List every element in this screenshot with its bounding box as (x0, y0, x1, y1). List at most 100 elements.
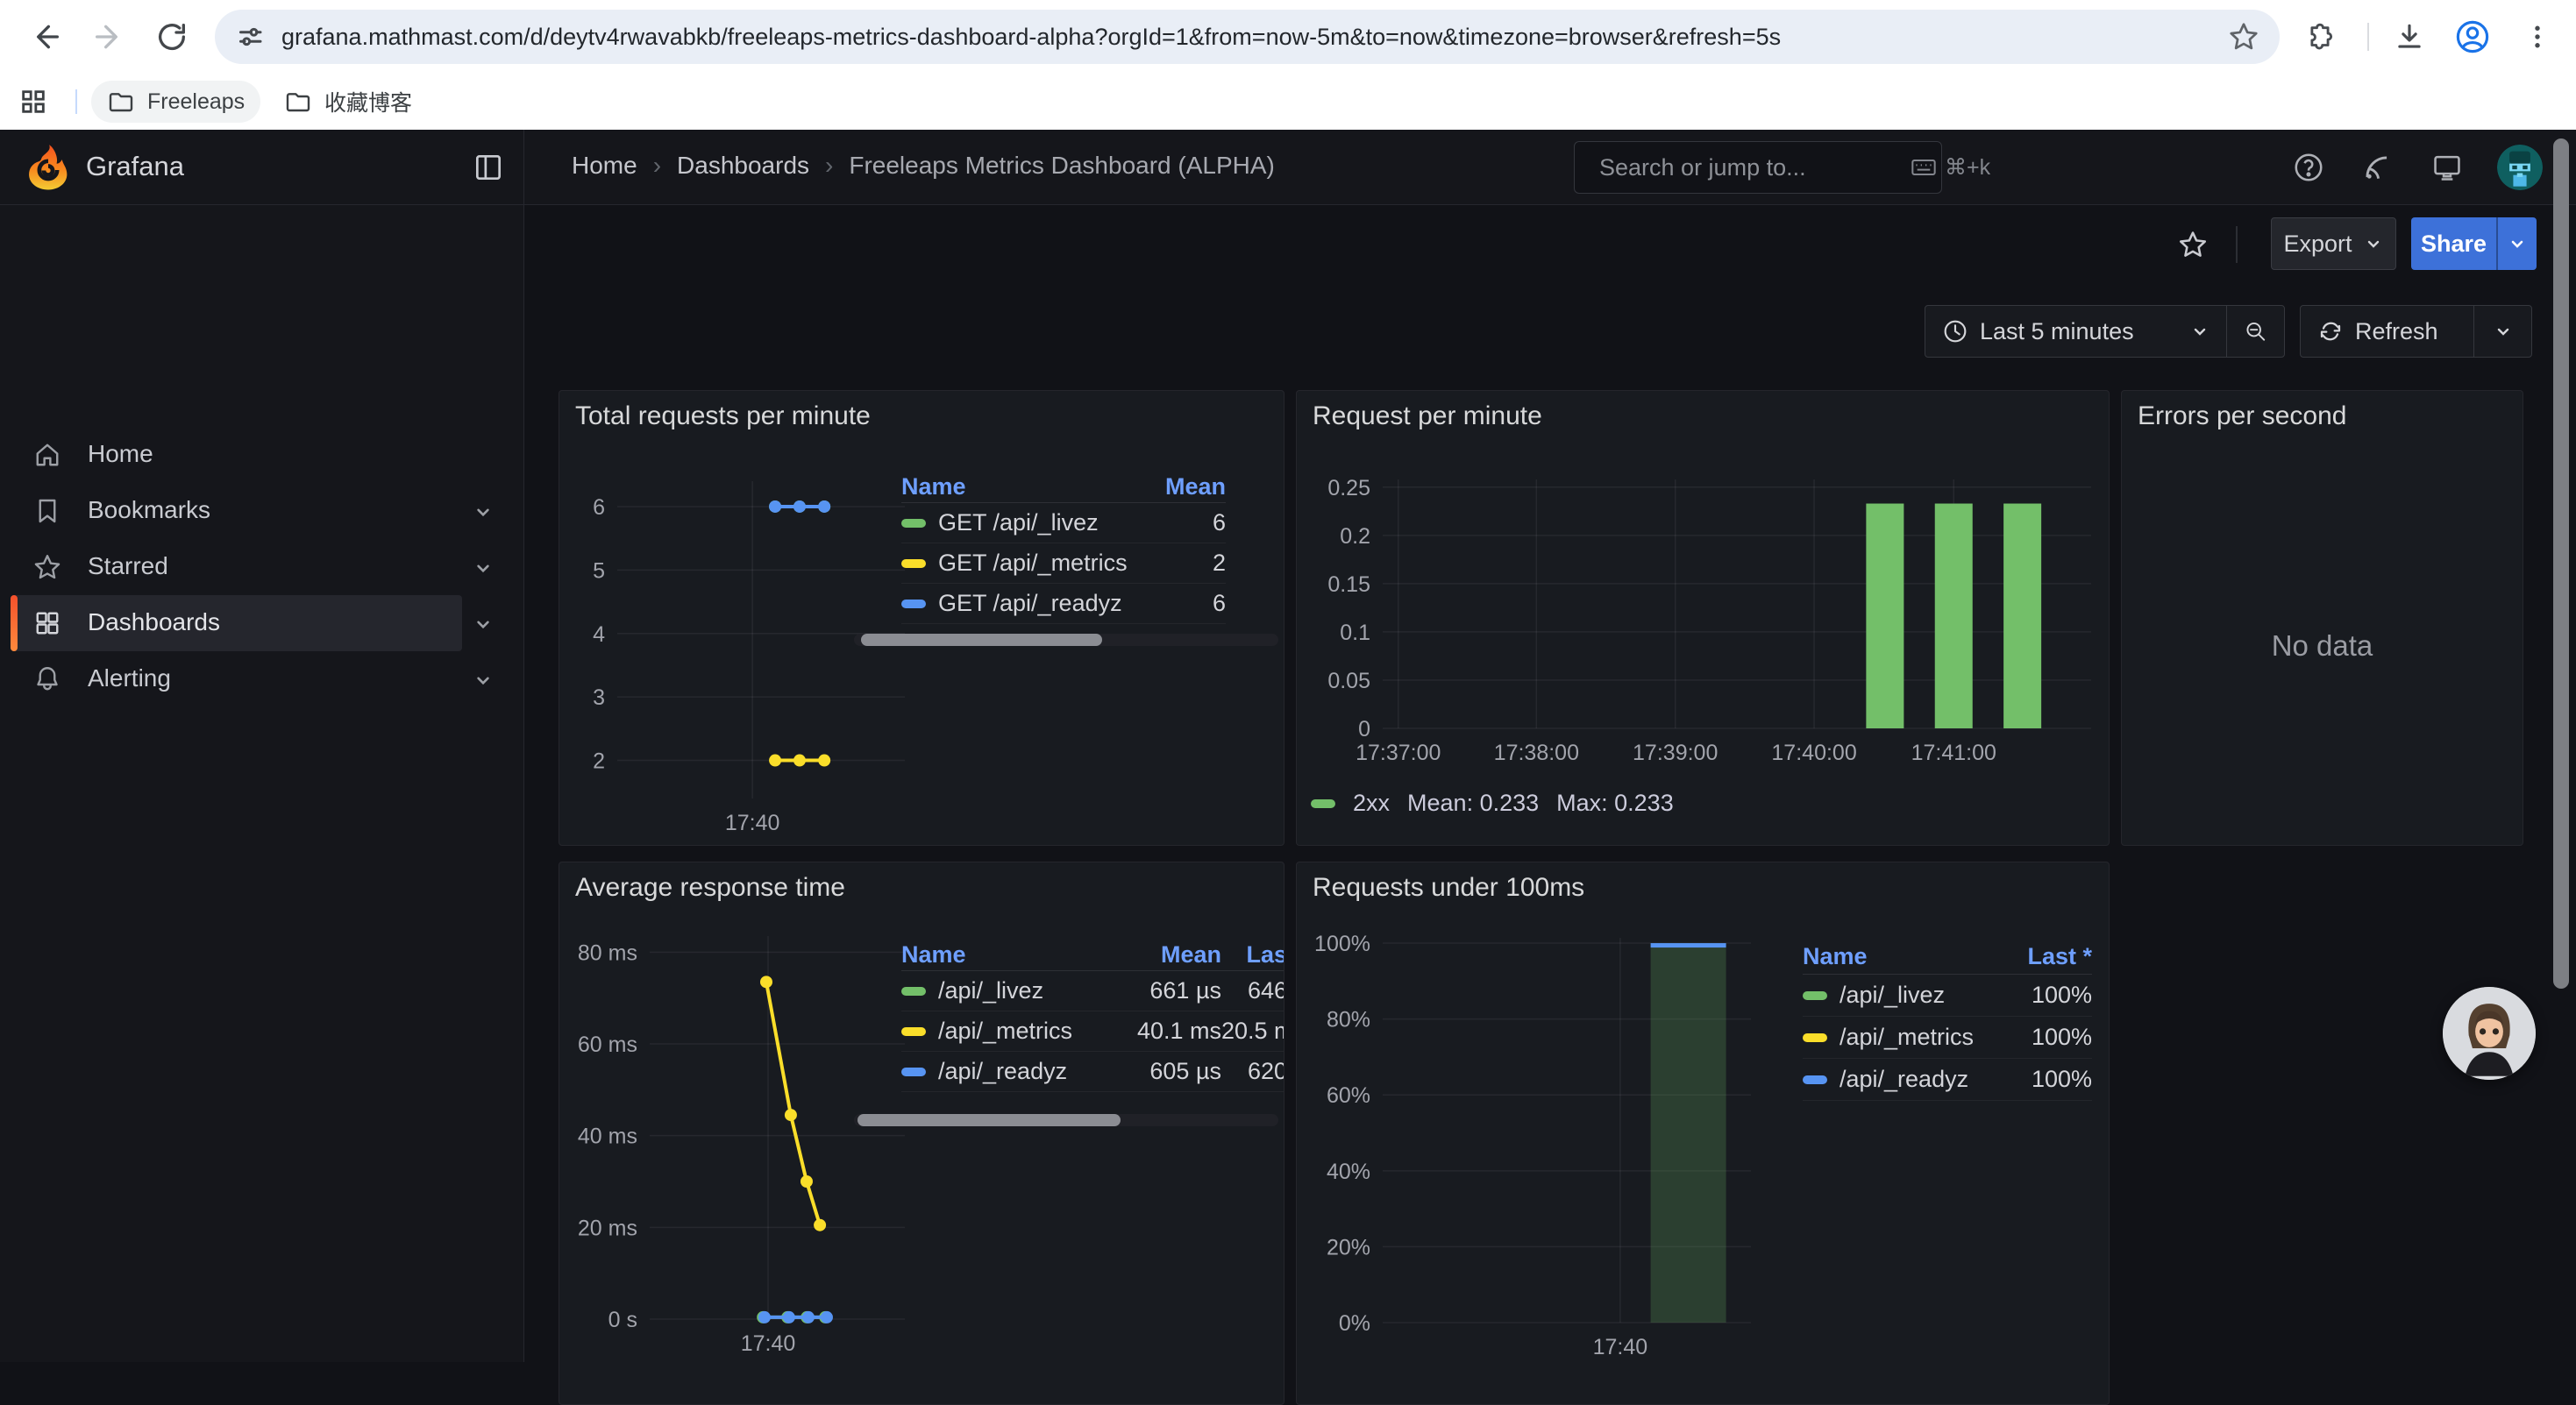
average-response-time-chart[interactable]: 80 ms60 ms40 ms20 ms0 s17:40 (568, 933, 919, 1371)
avatar-pixel-icon (2497, 145, 2543, 190)
browser-back-button[interactable] (23, 14, 68, 60)
legend-row[interactable]: /api/_metrics 100% (1803, 1017, 2092, 1059)
svg-text:80 ms: 80 ms (578, 940, 637, 965)
chevron-right-icon: › (825, 152, 833, 180)
legend-col-mean[interactable]: Mean (1156, 473, 1226, 500)
legend-row[interactable]: /api/_readyz 100% (1803, 1059, 2092, 1101)
requests-under-100ms-chart[interactable]: 100%80%60%40%20%0%17:40 (1306, 933, 1779, 1371)
toolbar-divider (2236, 226, 2238, 263)
sidebar: Home Bookmarks Starred Dashboards Alerti… (0, 205, 524, 1362)
search-box[interactable]: ⌘+k (1574, 141, 1942, 194)
sidebar-item-alerting[interactable]: Alerting (0, 651, 524, 707)
breadcrumb-dashboards[interactable]: Dashboards (677, 152, 809, 180)
scrollbar-thumb[interactable] (857, 1114, 1121, 1126)
bookmark-folder-blogs[interactable]: 收藏博客 (268, 81, 428, 123)
legend-row[interactable]: /api/_livez 661 µs 646 (901, 971, 1284, 1011)
legend-table: Name Mean Las /api/_livez 661 µs 646 /ap… (901, 940, 1284, 1092)
series-color-chip (901, 987, 926, 996)
bookmark-folder-freeleaps[interactable]: Freeleaps (91, 81, 260, 123)
chevron-down-icon[interactable] (472, 557, 495, 579)
series-name: 2xx (1353, 790, 1390, 817)
bookmark-star-icon[interactable] (2227, 20, 2260, 53)
apps-grid-button[interactable] (12, 81, 54, 123)
dashboard-content: Export Share Last 5 minutes Refresh Tota… (524, 205, 2576, 1362)
total-requests-chart[interactable]: 6543217:40 (568, 457, 910, 842)
legend-row[interactable]: GET /api/_livez 6 (901, 503, 1226, 543)
refresh-button[interactable]: Refresh (2301, 306, 2473, 357)
chevron-down-icon[interactable] (472, 669, 495, 692)
page-scrollbar[interactable] (2553, 138, 2569, 989)
browser-forward-button[interactable] (86, 14, 132, 60)
browser-profile-button[interactable] (2450, 14, 2495, 60)
sidebar-item-dashboards[interactable]: Dashboards (0, 595, 524, 651)
panel-title[interactable]: Total requests per minute (575, 401, 871, 431)
sidebar-item-bookmarks[interactable]: Bookmarks (0, 483, 524, 539)
panel-title[interactable]: Requests under 100ms (1313, 873, 1584, 903)
chevron-down-icon[interactable] (472, 500, 495, 523)
zoom-out-icon (2243, 316, 2268, 346)
svg-text:100%: 100% (1314, 933, 1370, 956)
downloads-button[interactable] (2387, 14, 2432, 60)
legend-row[interactable]: /api/_metrics 40.1 ms 20.5 m (901, 1011, 1284, 1052)
legend-col-mean[interactable]: Mean (1116, 941, 1221, 969)
url-bar[interactable]: grafana.mathmast.com/d/deytv4rwavabkb/fr… (215, 10, 2280, 64)
svg-text:0.25: 0.25 (1327, 476, 1370, 500)
bell-icon (32, 663, 63, 695)
export-button[interactable]: Export (2271, 217, 2396, 270)
panel-errors-per-second: Errors per second No data (2121, 390, 2523, 846)
dock-sidebar-icon[interactable] (472, 151, 505, 184)
help-button[interactable] (2292, 151, 2325, 184)
breadcrumb-home[interactable]: Home (572, 152, 637, 180)
favorite-star-button[interactable] (2176, 228, 2210, 261)
legend-col-name[interactable]: Name (1803, 943, 2013, 970)
scrollbar-thumb[interactable] (861, 634, 1102, 646)
legend-row[interactable]: GET /api/_readyz 6 (901, 584, 1226, 624)
svg-text:60%: 60% (1327, 1083, 1370, 1108)
refresh-interval-button[interactable] (2473, 306, 2531, 357)
sidebar-item-home[interactable]: Home (0, 427, 524, 483)
profile-icon (2454, 18, 2491, 55)
site-settings-icon[interactable] (234, 21, 266, 53)
time-range-picker[interactable]: Last 5 minutes (1925, 306, 2226, 357)
svg-text:17:38:00: 17:38:00 (1494, 741, 1579, 765)
share-button[interactable]: Share (2411, 217, 2496, 270)
folder-icon (284, 88, 312, 116)
floating-assistant-avatar[interactable] (2443, 987, 2536, 1080)
legend-scrollbar[interactable] (854, 634, 1278, 646)
panel-title[interactable]: Average response time (575, 873, 845, 903)
svg-text:17:40: 17:40 (725, 811, 780, 835)
grafana-logo-icon[interactable] (25, 143, 72, 190)
legend-scrollbar[interactable] (854, 1114, 1278, 1126)
panel-average-response-time: Average response time 80 ms60 ms40 ms20 … (559, 862, 1284, 1405)
legend-col-name[interactable]: Name (901, 941, 1116, 969)
news-button[interactable] (2360, 151, 2394, 184)
kiosk-mode-button[interactable] (2430, 151, 2464, 184)
share-menu-button[interactable] (2496, 217, 2537, 270)
series-color-chip (1803, 991, 1827, 1000)
legend-row[interactable]: /api/_readyz 605 µs 620 (901, 1052, 1284, 1092)
panel-title[interactable]: Request per minute (1313, 401, 1542, 431)
request-per-minute-chart[interactable]: 0.250.20.150.10.05017:37:0017:38:0017:39… (1306, 465, 2102, 768)
svg-text:0%: 0% (1339, 1311, 1370, 1336)
panel-requests-under-100ms: Requests under 100ms 100%80%60%40%20%0%1… (1296, 862, 2110, 1405)
search-input[interactable] (1599, 154, 1910, 181)
panel-title[interactable]: Errors per second (2138, 401, 2346, 431)
zoom-out-button[interactable] (2226, 306, 2284, 357)
svg-text:60 ms: 60 ms (578, 1032, 637, 1057)
chevron-down-icon[interactable] (472, 613, 495, 635)
url-text[interactable]: grafana.mathmast.com/d/deytv4rwavabkb/fr… (281, 24, 2227, 51)
legend-col-last[interactable]: Last * (2013, 943, 2092, 970)
legend-col-name[interactable]: Name (901, 473, 1156, 500)
time-controls: Last 5 minutes (1925, 305, 2285, 358)
keyboard-icon (1910, 153, 1938, 181)
legend-row[interactable]: GET /api/_metrics 2 (901, 543, 1226, 584)
browser-reload-button[interactable] (149, 14, 195, 60)
browser-menu-button[interactable] (2515, 14, 2560, 60)
extensions-button[interactable] (2295, 14, 2341, 60)
legend-row[interactable]: 2xx Mean: 0.233 Max: 0.233 (1311, 790, 1674, 817)
sidebar-item-starred[interactable]: Starred (0, 539, 524, 595)
legend-col-last[interactable]: Las (1221, 941, 1284, 969)
legend-row[interactable]: /api/_livez 100% (1803, 975, 2092, 1017)
sidebar-item-label: Starred (88, 552, 168, 580)
user-avatar[interactable] (2497, 145, 2543, 190)
